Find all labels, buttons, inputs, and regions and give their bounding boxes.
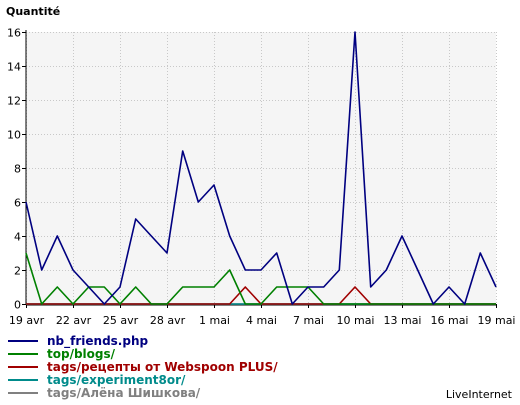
x-tick-label: 19 avr [9, 314, 45, 327]
branding: LiveInternet [446, 388, 513, 401]
series-group [25, 31, 497, 305]
legend-label: nb_friends.php [47, 334, 148, 349]
x-tick-label: 16 mai [430, 314, 468, 327]
legend-label: tags/Алёна Шишкова/ [47, 386, 201, 400]
x-tick-label: 4 mai [246, 314, 277, 327]
legend-label: tags/experiment8or/ [47, 373, 186, 387]
chart-title: Quantité [6, 5, 60, 18]
series-line [25, 31, 497, 305]
y-tick-label: 4 [14, 231, 21, 244]
y-tick-label: 12 [7, 95, 21, 108]
x-tick-label: 19 mai [477, 314, 515, 327]
legend-label: tags/рецепты от Webspoon PLUS/ [47, 360, 278, 374]
y-tick-label: 14 [7, 61, 21, 74]
x-tick-label: 28 avr [150, 314, 186, 327]
y-tick-label: 16 [7, 27, 21, 40]
series-line [25, 252, 496, 305]
y-tick-label: 2 [14, 265, 21, 278]
grid [26, 32, 497, 304]
y-tick-label: 0 [14, 299, 21, 312]
y-tick-label: 8 [14, 163, 21, 176]
x-axis: 19 avr 22 avr 25 avr 28 avr 1 mai 4 mai 7 mai 1… [9, 304, 516, 327]
y-tick-label: 6 [14, 197, 21, 210]
x-tick-label: 7 mai [293, 314, 324, 327]
x-tick-label: 22 avr [56, 314, 92, 327]
y-axis: 0 2 4 6 8 10 12 14 16 [7, 27, 26, 312]
x-tick-label: 10 mai [336, 314, 374, 327]
x-tick-label: 25 avr [103, 314, 139, 327]
y-tick-label: 10 [7, 129, 21, 142]
x-tick-label: 13 mai [383, 314, 421, 327]
legend-label: top/blogs/ [47, 347, 116, 361]
x-tick-label: 1 mai [199, 314, 230, 327]
